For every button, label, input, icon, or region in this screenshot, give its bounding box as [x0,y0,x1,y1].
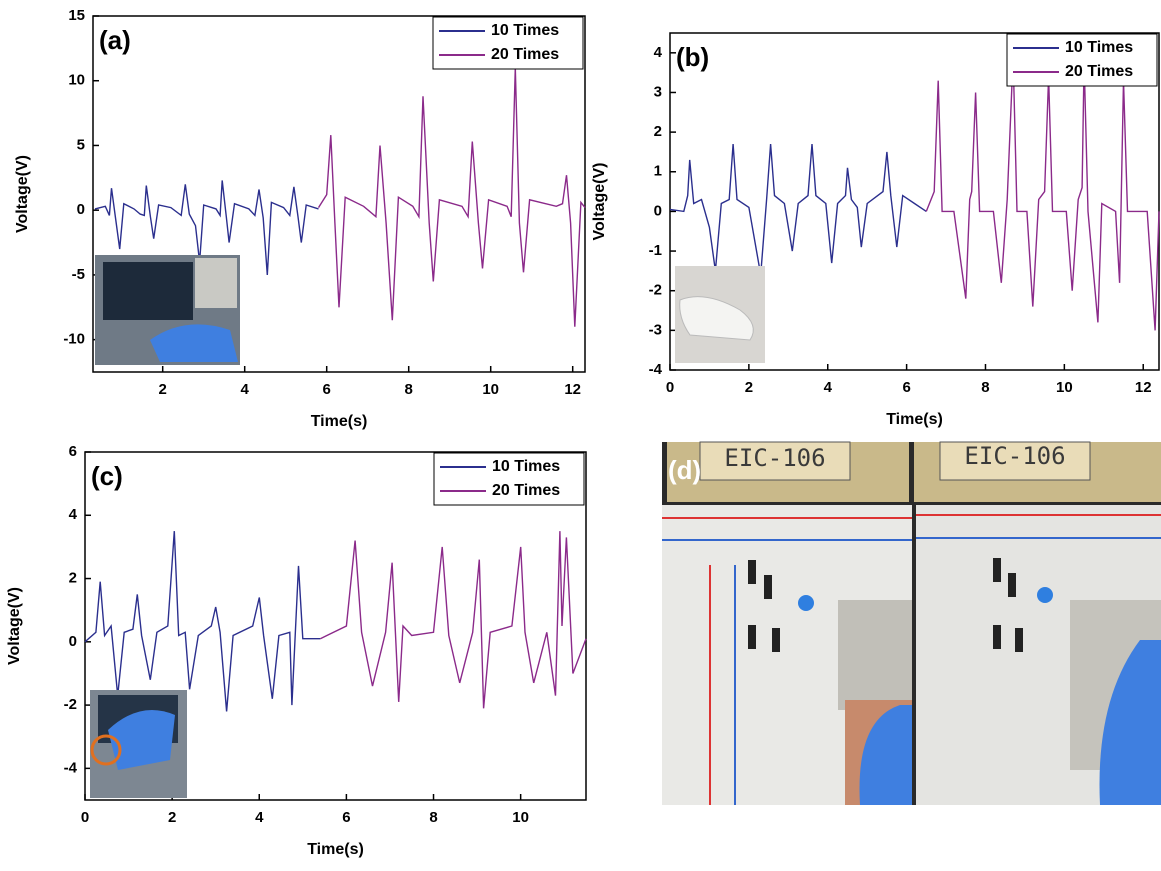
panel-label: (a) [99,25,131,55]
legend-label: 10 Times [1065,39,1133,56]
legend-box [1006,33,1158,87]
data-line [319,531,587,709]
legend-label: 10 Times [491,22,559,39]
inset-photo [675,266,765,363]
x-axis-title: Time(s) [307,841,364,858]
y-tick-label: -1 [649,242,662,259]
label-sign: EIC-106 [724,444,825,472]
y-tick-label: 0 [654,202,662,219]
data-line [925,56,1160,331]
x-axis-title: Time(s) [886,411,943,428]
plot-frame [84,451,587,801]
x-tick-label: 4 [255,809,264,826]
x-tick-label: 8 [429,809,437,826]
x-tick-label: 6 [323,381,331,398]
y-tick-label: -4 [649,361,663,378]
x-tick-label: 12 [1135,379,1152,396]
y-tick-label: 0 [69,633,77,650]
y-tick-label: 10 [68,72,85,89]
legend-box [432,16,584,70]
y-tick-label: 2 [654,123,662,140]
legend-label: 20 Times [492,482,560,499]
y-tick-label: -10 [63,331,85,348]
x-tick-label: 8 [981,379,989,396]
y-axis-title: Voltage(V) [6,587,23,665]
y-tick-label: 0 [77,201,85,218]
x-tick-label: 2 [168,809,176,826]
legend-label: 20 Times [1065,63,1133,80]
y-tick-label: 4 [654,44,663,61]
y-tick-label: 2 [69,570,77,587]
x-tick-label: 10 [1056,379,1073,396]
chart-panel: -10 -5 0 5 10 15 2 4 6 8 10 12 Time(s) Voltage(V) 10 T… [14,7,586,430]
data-line [669,143,927,275]
data-line [317,67,586,327]
x-axis-title: Time(s) [311,413,368,430]
x-tick-label: 4 [241,381,250,398]
y-axis-title: Voltage(V) [591,163,608,241]
legend-box [433,452,585,506]
label-sign: EIC-106 [964,442,1065,470]
data-line [84,531,321,712]
y-tick-label: 15 [68,7,85,24]
plot-frame [669,32,1160,371]
y-tick-label: -2 [64,696,77,713]
y-tick-label: -5 [72,266,85,283]
x-tick-label: 6 [342,809,350,826]
x-tick-label: 12 [564,381,581,398]
y-tick-label: 1 [654,163,662,180]
y-axis-title: Voltage(V) [14,155,31,233]
photo-panel: EIC-106 EIC-106 (d) [662,441,1161,805]
x-tick-label: 0 [666,379,674,396]
x-tick-label: 10 [482,381,499,398]
panel-label: (c) [91,461,123,491]
x-tick-label: 4 [824,379,833,396]
y-tick-label: 4 [69,506,78,523]
y-tick-label: 3 [654,83,662,100]
y-tick-label: -2 [649,282,662,299]
y-tick-label: -3 [649,321,662,338]
y-tick-label: 5 [77,136,85,153]
legend-label: 10 Times [492,458,560,475]
x-tick-label: 2 [745,379,753,396]
x-tick-label: 6 [902,379,910,396]
inset-photo [95,255,240,365]
y-tick-label: 6 [69,443,77,460]
x-tick-label: 0 [81,809,89,826]
x-tick-label: 10 [512,809,529,826]
x-tick-label: 2 [159,381,167,398]
legend-label: 20 Times [491,46,559,63]
panel-label: (b) [676,42,709,72]
y-tick-label: -4 [64,759,78,776]
panel-label: (d) [668,455,701,485]
chart-panel: -4 -2 0 2 4 6 0 2 4 6 8 10 Time(s) Voltage(V) 10 Times… [6,443,587,858]
plot-frame [92,15,586,373]
inset-photo [90,690,187,798]
x-tick-label: 8 [405,381,413,398]
data-line [94,180,319,275]
